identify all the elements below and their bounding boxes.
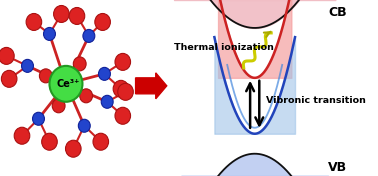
Text: CB: CB bbox=[328, 7, 347, 20]
Circle shape bbox=[39, 69, 52, 83]
Circle shape bbox=[83, 29, 95, 42]
Circle shape bbox=[69, 8, 85, 24]
Text: Ce³⁺: Ce³⁺ bbox=[56, 79, 79, 89]
Circle shape bbox=[26, 14, 42, 30]
Circle shape bbox=[43, 27, 56, 40]
Circle shape bbox=[93, 133, 108, 150]
Text: Vibronic transition: Vibronic transition bbox=[266, 96, 366, 105]
Circle shape bbox=[0, 47, 14, 64]
Circle shape bbox=[42, 133, 57, 150]
Circle shape bbox=[50, 66, 82, 102]
Circle shape bbox=[65, 140, 81, 157]
Circle shape bbox=[78, 119, 90, 132]
Circle shape bbox=[95, 14, 110, 30]
Circle shape bbox=[113, 80, 129, 97]
Text: Thermal ionization: Thermal ionization bbox=[174, 43, 274, 52]
Circle shape bbox=[52, 99, 65, 113]
Circle shape bbox=[101, 95, 113, 108]
Circle shape bbox=[115, 107, 130, 124]
Circle shape bbox=[80, 89, 93, 103]
Circle shape bbox=[73, 57, 86, 71]
Text: VB: VB bbox=[328, 161, 347, 174]
Circle shape bbox=[99, 67, 110, 80]
Circle shape bbox=[22, 59, 33, 72]
Circle shape bbox=[118, 83, 133, 100]
Circle shape bbox=[33, 112, 45, 125]
Circle shape bbox=[2, 70, 17, 87]
Circle shape bbox=[14, 127, 30, 144]
FancyArrow shape bbox=[136, 73, 167, 99]
Circle shape bbox=[115, 53, 130, 70]
Circle shape bbox=[54, 5, 69, 23]
